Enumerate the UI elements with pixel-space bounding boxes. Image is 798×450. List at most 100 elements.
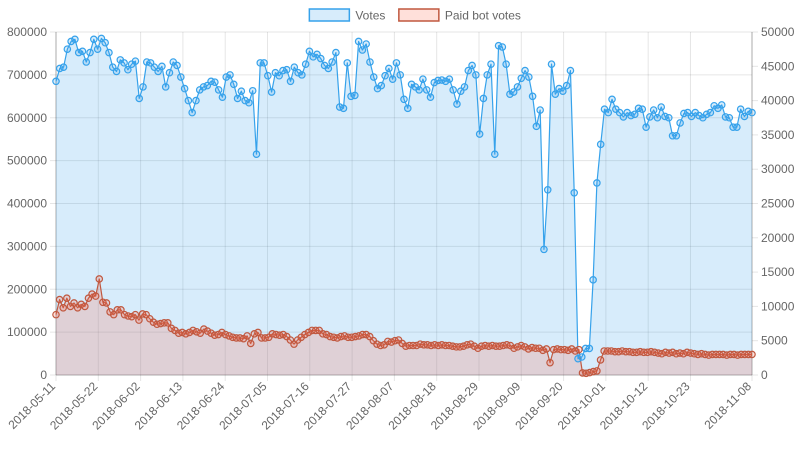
votes-point	[653, 113, 662, 122]
votes-point	[328, 58, 336, 66]
y-axis-left: 0 100000 200000 300000 400000 500000 600000 700…	[7, 25, 47, 382]
votes-point	[646, 113, 654, 121]
y-left-tick-label: 600000	[7, 111, 47, 125]
votes-point	[464, 66, 473, 75]
votes-point	[275, 71, 283, 80]
votes-point	[226, 71, 234, 79]
votes-point	[377, 81, 386, 90]
votes-point	[604, 108, 613, 117]
votes-point	[362, 40, 370, 48]
votes-point	[67, 37, 75, 46]
votes-point	[86, 48, 94, 57]
votes-point	[551, 90, 560, 98]
votes-point	[177, 73, 185, 81]
votes-point	[649, 106, 658, 114]
votes-point	[173, 61, 181, 70]
votes-point	[540, 245, 548, 254]
votes-point	[506, 90, 514, 98]
votes-point	[131, 57, 140, 65]
votes-point	[570, 188, 579, 197]
y-right-tick-label: 40000	[761, 94, 795, 108]
y-right-tick-label: 20000	[761, 231, 795, 245]
votes-point	[286, 77, 295, 86]
votes-point	[366, 58, 374, 66]
paid-bot-votes-point	[102, 299, 111, 307]
votes-point	[290, 63, 299, 71]
votes-point	[63, 45, 72, 53]
paid-bot-votes-legend-swatch	[398, 8, 440, 22]
y-right-tick-label: 5000	[761, 334, 788, 348]
votes-point	[351, 91, 359, 100]
votes-point	[706, 108, 715, 117]
paid-bot-votes-point	[95, 275, 104, 283]
votes-point	[430, 78, 439, 87]
votes-point	[676, 119, 684, 127]
paid-bot-votes-point	[546, 358, 554, 367]
y-left-tick-label: 800000	[7, 25, 47, 39]
paid-bot-votes-legend-label: Paid bot votes	[445, 9, 521, 23]
votes-point	[93, 45, 102, 53]
paid-bot-votes-point	[163, 319, 172, 327]
votes-point	[260, 59, 268, 67]
y-right-tick-label: 15000	[761, 265, 795, 279]
paid-bot-votes-point	[91, 292, 100, 300]
votes-point	[101, 38, 109, 47]
x-axis: 2018-05-112018-05-222018-06-022018-06-13…	[5, 379, 754, 433]
votes-point	[282, 65, 291, 74]
votes-point	[180, 84, 189, 93]
votes-point	[483, 71, 492, 79]
y-right-tick-label: 50000	[761, 25, 795, 39]
paid-bot-votes-point	[52, 310, 60, 319]
series-points	[52, 34, 756, 378]
votes-point	[245, 98, 253, 107]
y-axis-right: 0 5000 10000 15000 20000 25000 30000 35000 40000…	[761, 25, 795, 382]
votes-point	[396, 71, 405, 79]
x-tick-label: 2018-11-08	[701, 379, 754, 432]
votes-point	[566, 66, 575, 75]
votes-point	[120, 59, 128, 67]
votes-point	[630, 110, 639, 119]
votes-point	[422, 86, 431, 94]
votes-point	[403, 104, 412, 113]
paid-bot-votes-point	[542, 345, 551, 353]
votes-point	[513, 83, 522, 91]
votes-point	[559, 87, 567, 95]
votes-point	[192, 96, 200, 105]
votes-point	[222, 73, 231, 81]
votes-point	[305, 47, 314, 56]
y-left-tick-label: 200000	[7, 282, 47, 296]
votes-point	[479, 94, 488, 103]
votes-point	[472, 71, 480, 79]
votes-point	[52, 77, 60, 86]
votes-point	[158, 62, 166, 71]
votes-point	[241, 96, 249, 105]
votes-point	[664, 113, 673, 122]
votes-point	[525, 73, 533, 81]
votes-point	[369, 73, 378, 81]
votes-point	[593, 179, 601, 187]
paid-bot-votes-point	[254, 328, 262, 337]
paid-bot-votes-point	[593, 367, 601, 375]
paid-bot-votes-point	[575, 345, 583, 354]
votes-point	[498, 43, 507, 51]
votes-point	[332, 48, 340, 57]
votes-legend-swatch	[308, 8, 351, 22]
y-left-tick-label: 700000	[7, 68, 47, 82]
y-left-tick-label: 100000	[7, 325, 47, 339]
votes-point	[252, 150, 261, 158]
votes-point	[608, 95, 616, 104]
paid-bot-votes-point	[748, 350, 756, 359]
votes-area	[56, 38, 752, 376]
votes-point	[702, 110, 711, 119]
votes-point	[445, 75, 454, 83]
votes-point	[211, 78, 219, 86]
votes-point	[248, 86, 257, 95]
y-right-tick-label: 30000	[761, 162, 795, 176]
votes-point	[490, 150, 499, 158]
votes-point	[419, 75, 427, 83]
votes-point	[82, 58, 91, 66]
votes-point	[358, 46, 367, 54]
paid-bot-votes-point	[246, 339, 255, 348]
votes-point	[748, 108, 756, 117]
votes-point	[460, 83, 469, 91]
